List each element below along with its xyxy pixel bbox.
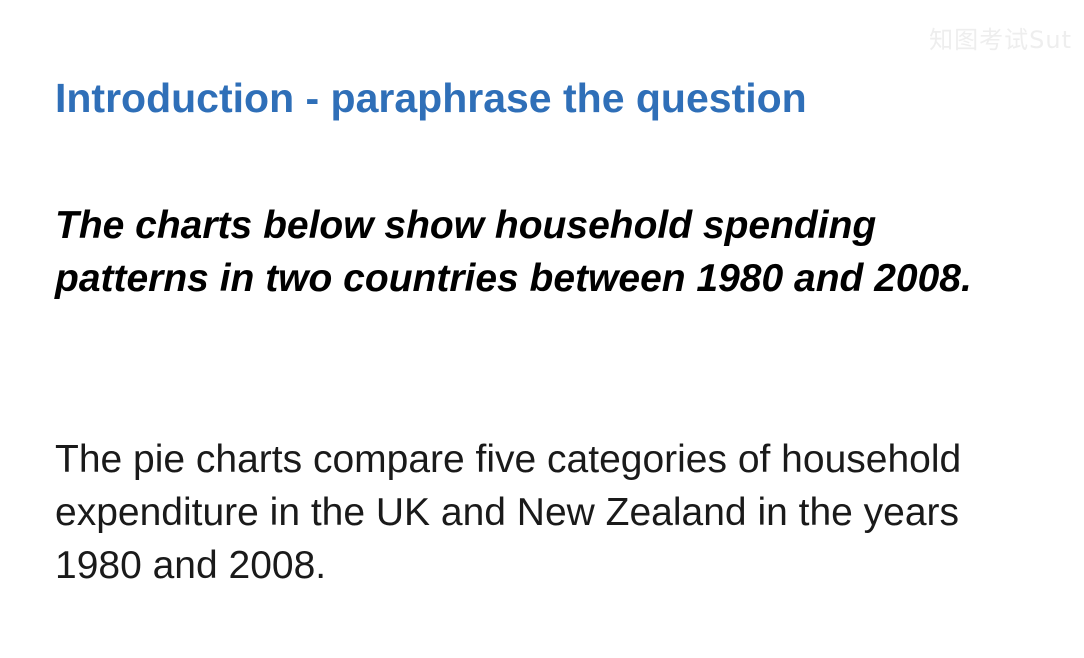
question-text: The charts below show household spending… (55, 204, 972, 300)
slide-heading: Introduction - paraphrase the question (55, 75, 807, 121)
paraphrase-text: The pie charts compare five categories o… (55, 438, 962, 587)
watermark: 知图考试Sut (929, 26, 1072, 54)
